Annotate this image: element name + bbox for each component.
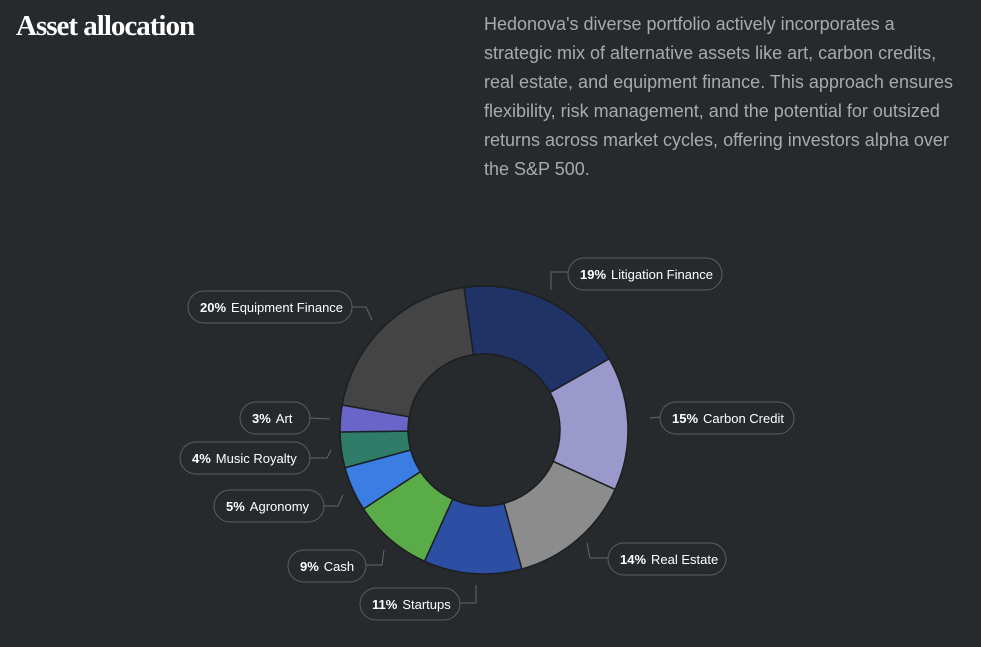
data-label-category: Litigation Finance [611, 267, 713, 282]
data-label: 5% Agronomy [226, 499, 310, 514]
label-pill [287, 549, 367, 583]
leader-line [460, 585, 477, 604]
label-pill [567, 257, 723, 291]
data-label: 3% Art [252, 411, 293, 426]
data-label: 11% Startups [372, 597, 451, 612]
leader-line [352, 306, 373, 321]
data-label-category: Carbon Credit [703, 411, 784, 426]
label-pill [187, 290, 353, 324]
label-pill [659, 401, 795, 435]
data-label-category: Equipment Finance [231, 300, 343, 315]
data-label: 9% Cash [300, 559, 354, 574]
label-carbon-credit: 15% Carbon Credit [649, 401, 795, 435]
leader-line [366, 549, 385, 566]
data-label: 20% Equipment Finance [200, 300, 343, 315]
label-litigation-finance: 19% Litigation Finance [550, 257, 723, 291]
leader-line [310, 449, 332, 459]
leader-line [586, 542, 608, 559]
data-label-category: Real Estate [651, 552, 718, 567]
data-label-category: Music Royalty [216, 451, 297, 466]
data-label-category: Agronomy [250, 499, 310, 514]
leader-line [309, 417, 331, 420]
leader-line [649, 416, 661, 419]
data-label-value: 9% [300, 559, 319, 574]
label-pill [213, 489, 325, 523]
label-music-royalty: 4% Music Royalty [179, 441, 332, 475]
leader-line [550, 271, 568, 290]
slice-equipment-finance[interactable] [341, 286, 475, 418]
data-label-value: 15% [672, 411, 698, 426]
page-description: Hedonova's diverse portfolio actively in… [484, 14, 953, 179]
data-label-category: Cash [324, 559, 354, 574]
data-label-category: Art [276, 411, 293, 426]
label-real-estate: 14% Real Estate [586, 542, 727, 576]
page-title: Asset allocation [16, 10, 195, 42]
data-label: 19% Litigation Finance [580, 267, 713, 282]
data-label-value: 20% [200, 300, 226, 315]
data-label-value: 11% [372, 597, 398, 612]
data-label: 15% Carbon Credit [672, 411, 784, 426]
label-pill [607, 542, 727, 576]
data-label: 4% Music Royalty [192, 451, 297, 466]
label-equipment-finance: 20% Equipment Finance [187, 290, 373, 324]
label-pill [359, 587, 461, 621]
leader-line [324, 494, 344, 507]
data-label-value: 14% [620, 552, 646, 567]
label-cash: 9% Cash [287, 549, 385, 583]
label-agronomy: 5% Agronomy [213, 489, 344, 523]
label-pill [179, 441, 311, 475]
data-label-value: 4% [192, 451, 211, 466]
data-label-value: 5% [226, 499, 245, 514]
data-label: 14% Real Estate [620, 552, 718, 567]
label-pill [239, 401, 311, 435]
label-art: 3% Art [239, 401, 331, 435]
data-label-value: 19% [580, 267, 606, 282]
slice-litigation-finance[interactable] [463, 285, 611, 394]
data-label-category: Startups [402, 597, 451, 612]
data-label-value: 3% [252, 411, 271, 426]
label-startups: 11% Startups [359, 585, 477, 621]
